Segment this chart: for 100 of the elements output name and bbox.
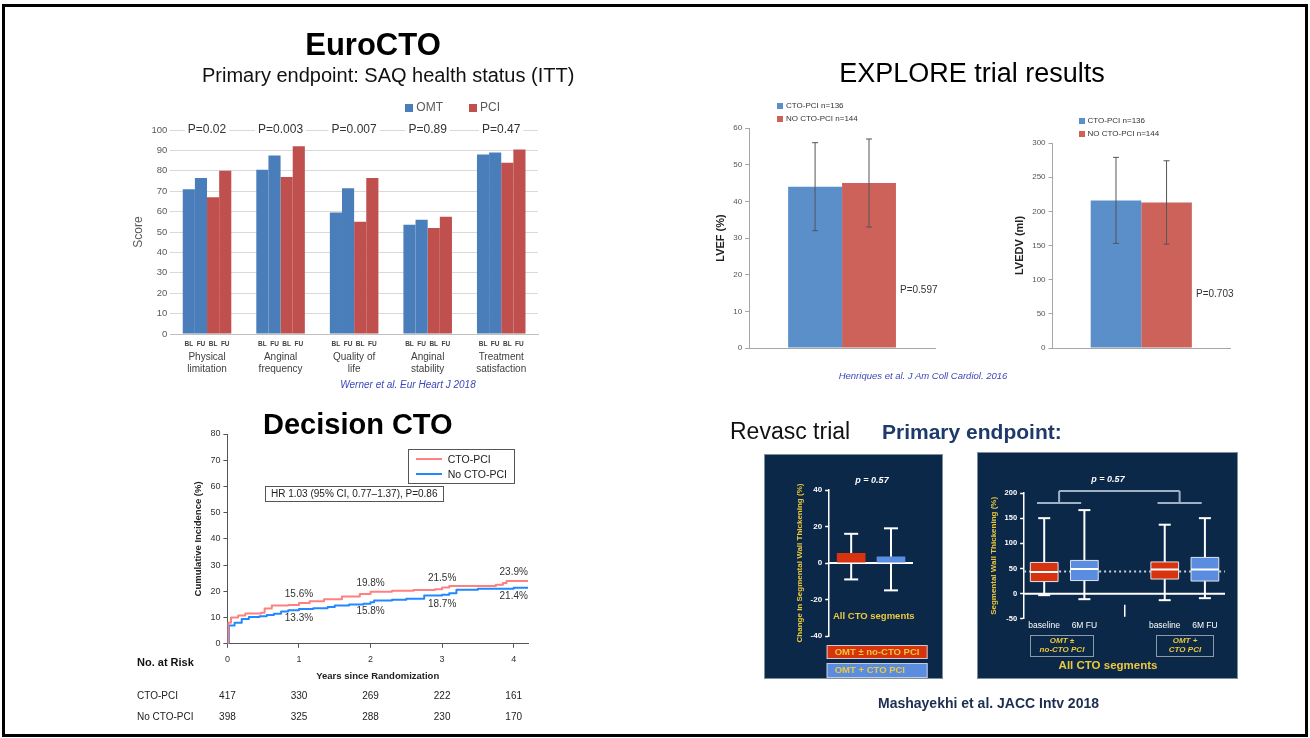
text: p = 0.57	[1091, 474, 1125, 485]
data-label: 15.8%	[356, 605, 385, 617]
y-tick-label: 40	[733, 196, 743, 206]
y-tick-label: 100	[1032, 274, 1047, 284]
annotation: All CTO segments	[833, 610, 915, 622]
text: 398	[219, 710, 237, 722]
legend-label: No CTO-PCI	[447, 468, 507, 481]
legend-label: NO CTO-PCI n=144	[1087, 129, 1160, 139]
text: 222	[433, 689, 451, 701]
y-tick-label: 60	[156, 205, 168, 217]
annotation: P=0.89	[408, 122, 448, 137]
y-tick-label: 70	[156, 184, 168, 196]
x-tick-label: 2	[368, 653, 374, 664]
annotation: P=0.597	[900, 284, 938, 296]
text: Henriques et al. J Am Coll Cardiol. 2016	[838, 370, 1008, 382]
x-tick-label: 4	[511, 653, 517, 664]
y-tick-label: 200	[1032, 206, 1047, 216]
legend-label: CTO-PCI n=136	[786, 101, 844, 111]
x-tick-label: Anginal frequency	[258, 350, 303, 374]
text: 330	[290, 689, 308, 701]
chart-title: Decision CTO	[263, 408, 453, 442]
y-tick-label: 10	[156, 307, 168, 319]
x-tick-label: 0	[224, 653, 230, 664]
y-tick-label: 40	[210, 533, 221, 544]
chart-title: EuroCTO	[305, 27, 441, 63]
y-tick-label: 50	[156, 225, 168, 237]
y-axis-title: Change in Segmental Wall Thickening (%)	[795, 483, 804, 643]
y-tick-label: 50	[210, 507, 221, 518]
text: 417	[219, 689, 237, 701]
y-axis-title: Segmental Wall Thickening (%)	[989, 496, 998, 615]
x-tick-label: 3	[439, 653, 445, 664]
y-tick-label: 70	[210, 454, 221, 465]
text: OMT ± no-CTO PCI	[826, 645, 928, 660]
y-tick-label: 40	[156, 246, 168, 258]
x-tick-label: Anginal stability	[411, 350, 445, 374]
x-tick-label: 1	[296, 653, 302, 664]
x-tick-label: baseline	[1148, 620, 1181, 631]
y-tick-label: 40	[813, 485, 823, 495]
chart-subtitle: Primary endpoint: SAQ health status (ITT)	[202, 64, 575, 87]
text: No. at Risk	[137, 656, 194, 669]
text: All CTO segments	[1058, 659, 1158, 673]
data-label: 18.7%	[427, 597, 457, 609]
y-axis-title: Cumulative Incidence (%)	[192, 481, 204, 597]
legend-label: PCI	[479, 100, 500, 115]
text: Werner et al. Eur Heart J 2018	[340, 379, 476, 391]
y-tick-label: -40	[810, 631, 823, 641]
annotation: P=0.703	[1196, 288, 1234, 300]
text: Primary endpoint:	[882, 420, 1062, 445]
annotation: P=0.47	[482, 122, 521, 137]
text: OMT + CTO PCI	[1168, 636, 1202, 654]
x-tick-label: baseline	[1028, 620, 1061, 631]
data-label: 23.9%	[499, 565, 528, 577]
y-tick-label: 150	[1032, 240, 1047, 250]
text: 269	[362, 689, 380, 701]
text: No CTO-PCI	[137, 710, 194, 722]
y-tick-label: -20	[810, 594, 823, 604]
y-tick-label: 20	[156, 286, 168, 298]
y-tick-label: 300	[1032, 138, 1047, 148]
y-axis-title: Score	[130, 216, 145, 248]
chart-title: Revasc trial	[730, 418, 851, 445]
text: 325	[290, 710, 308, 722]
y-tick-label: 30	[156, 266, 168, 278]
text: Mashayekhi et al. JACC Intv 2018	[878, 695, 1099, 712]
x-axis-title: Years since Randomization	[316, 669, 440, 681]
data-label: 19.8%	[356, 576, 385, 588]
y-tick-label: 20	[210, 585, 221, 596]
y-tick-label: 0	[1041, 343, 1047, 353]
text: 161	[505, 689, 523, 701]
data-label: 13.3%	[284, 611, 314, 623]
y-tick-label: 50	[1036, 309, 1047, 319]
annotation: P=0.003	[258, 122, 304, 137]
y-tick-label: 30	[733, 233, 743, 243]
y-tick-label: 10	[733, 306, 743, 316]
y-tick-label: 250	[1032, 172, 1047, 182]
x-tick-label: Quality of life	[333, 350, 376, 374]
annotation: P=0.007	[331, 122, 377, 137]
x-tick-label: Treatment satisfaction	[476, 350, 527, 374]
x-tick-label: 6M FU	[1071, 620, 1098, 631]
text: 288	[362, 710, 380, 722]
x-tick-label: Physical limitation	[187, 350, 227, 374]
y-tick-label: 100	[151, 123, 168, 135]
y-tick-label: 80	[156, 164, 168, 176]
text: OMT ± no-CTO PCI	[1039, 636, 1085, 654]
text: OMT + CTO PCI	[826, 663, 928, 678]
y-tick-label: 90	[156, 144, 168, 156]
y-tick-label: 60	[733, 123, 743, 133]
legend-label: OMT	[416, 100, 443, 115]
chart-title: EXPLORE trial results	[839, 58, 1105, 90]
data-label: 15.6%	[284, 587, 314, 599]
legend-label: NO CTO-PCI n=144	[786, 114, 858, 124]
y-axis-title: LVEF (%)	[713, 213, 726, 262]
y-tick-label: 30	[210, 559, 221, 570]
text: 170	[505, 710, 523, 722]
data-label: 21.5%	[427, 572, 457, 584]
y-tick-label: 0	[215, 638, 221, 649]
text: CTO-PCI	[137, 689, 178, 701]
y-tick-label: 50	[733, 159, 743, 169]
text: 230	[433, 710, 451, 722]
text: p = 0.57	[855, 475, 889, 486]
annotation: P=0.02	[187, 122, 227, 137]
